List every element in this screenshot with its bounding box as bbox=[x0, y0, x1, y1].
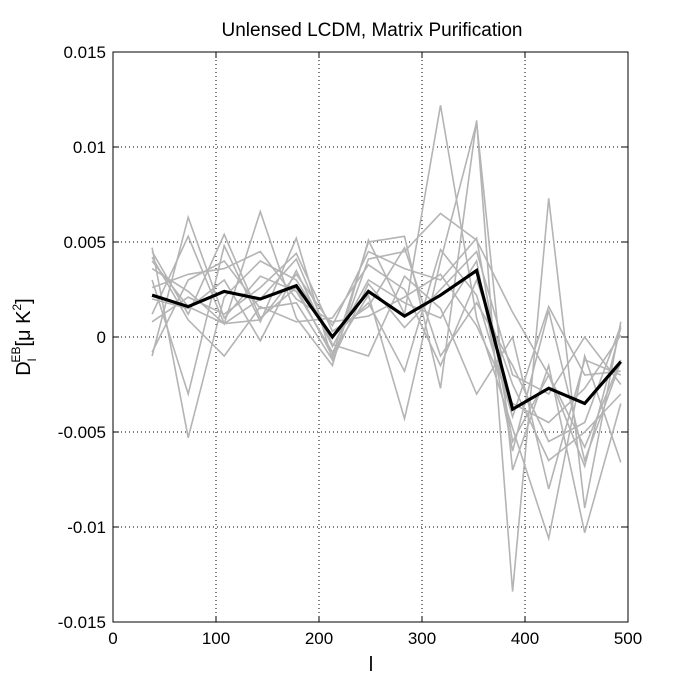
chart-title: Unlensed LCDM, Matrix Purification bbox=[222, 20, 523, 41]
realization-line-3 bbox=[151, 122, 622, 533]
x-tick-label: 100 bbox=[202, 629, 230, 648]
realization-line-4 bbox=[151, 212, 622, 469]
y-tick-label: 0.015 bbox=[63, 43, 106, 62]
x-axis-label: l bbox=[369, 654, 373, 676]
realization-line-9 bbox=[151, 245, 622, 443]
x-tick-label: 200 bbox=[305, 629, 333, 648]
y-tick-label: -0.01 bbox=[67, 518, 106, 537]
realization-line-11 bbox=[151, 250, 622, 424]
realization-line-8 bbox=[151, 257, 622, 490]
y-label-base: D bbox=[13, 361, 35, 375]
y-tick-label: 0 bbox=[97, 328, 106, 347]
x-tick-label: 500 bbox=[614, 629, 642, 648]
ticks bbox=[112, 51, 629, 623]
y-tick-label: 0.01 bbox=[73, 138, 106, 157]
y-axis-label: DlEB[μ K2] bbox=[9, 298, 39, 375]
y-tick-label: 0.005 bbox=[63, 233, 106, 252]
y-label-unit-sup: 2 bbox=[10, 304, 24, 311]
x-tick-labels: 0 100 200 300 400 500 bbox=[108, 629, 642, 648]
realization-line-1 bbox=[151, 120, 622, 592]
x-tick-label: 400 bbox=[511, 629, 539, 648]
grid bbox=[113, 52, 628, 622]
realization-line-12 bbox=[151, 236, 622, 450]
y-tick-label: -0.015 bbox=[58, 613, 106, 632]
plot-area bbox=[113, 52, 628, 622]
y-label-sup: EB bbox=[9, 347, 23, 363]
y-label-unit: [μ K bbox=[13, 310, 35, 347]
y-label-unit-close: ] bbox=[13, 298, 35, 304]
mean-layer bbox=[151, 267, 623, 412]
y-label-sub: l bbox=[25, 359, 39, 362]
y-tick-labels: 0.015 0.01 0.005 0 -0.005 -0.01 -0.015 bbox=[58, 43, 106, 632]
mean-line bbox=[151, 267, 623, 412]
x-tick-label: 300 bbox=[408, 629, 436, 648]
y-tick-label: -0.005 bbox=[58, 423, 106, 442]
x-tick-label: 0 bbox=[108, 629, 117, 648]
realization-line-7 bbox=[151, 258, 622, 464]
